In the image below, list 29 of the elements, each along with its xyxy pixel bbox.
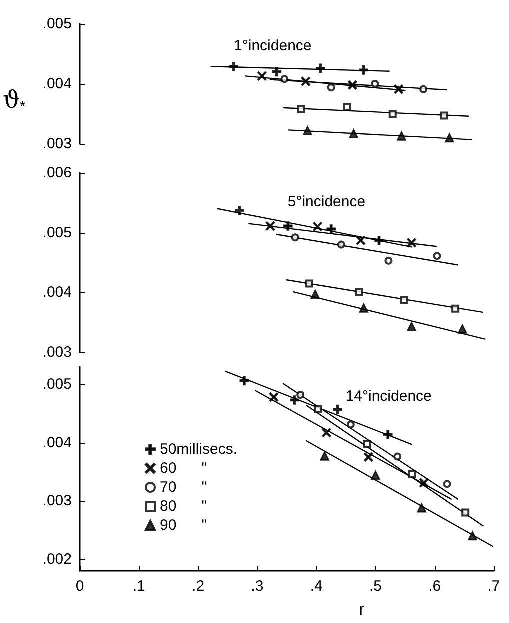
y-tick-label: .003 bbox=[42, 492, 72, 510]
legend-label: 50millisecs. bbox=[160, 441, 238, 458]
legend-label: 60 " bbox=[160, 460, 208, 477]
x-tick-label: .4 bbox=[310, 578, 323, 595]
y-tick-label: .003 bbox=[42, 344, 72, 361]
x-tick-label: .1 bbox=[132, 578, 146, 595]
x-tick-label: 0 bbox=[76, 578, 84, 595]
x-tick-label: .2 bbox=[192, 578, 205, 595]
legend-label: 70 " bbox=[160, 479, 208, 496]
legend-label: 80 " bbox=[160, 498, 208, 515]
y-tick-label: .005 bbox=[42, 224, 72, 242]
x-tick-label: .6 bbox=[428, 578, 442, 595]
text: 5°incidence bbox=[288, 193, 366, 210]
x-tick-label: .3 bbox=[251, 578, 264, 595]
y-tick-label: .004 bbox=[42, 284, 72, 302]
y-tick-label: .002 bbox=[42, 550, 72, 568]
y-tick-label: .005 bbox=[42, 376, 72, 393]
x-tick-label: .7 bbox=[488, 578, 500, 595]
y-tick-label: .004 bbox=[42, 76, 72, 92]
y-axis-title: ϑ* bbox=[3, 86, 26, 114]
y-tick-label: .004 bbox=[42, 434, 72, 452]
y-tick-label: .006 bbox=[42, 164, 72, 182]
y-tick-label: .005 bbox=[42, 16, 72, 32]
text: 1°incidence bbox=[234, 38, 312, 55]
x-axis-title: r bbox=[359, 600, 366, 619]
text: 14°incidence bbox=[346, 388, 432, 405]
y-tick-label: .003 bbox=[42, 136, 72, 152]
legend-label: 90 " bbox=[160, 517, 208, 534]
x-tick-label: .5 bbox=[369, 578, 382, 595]
